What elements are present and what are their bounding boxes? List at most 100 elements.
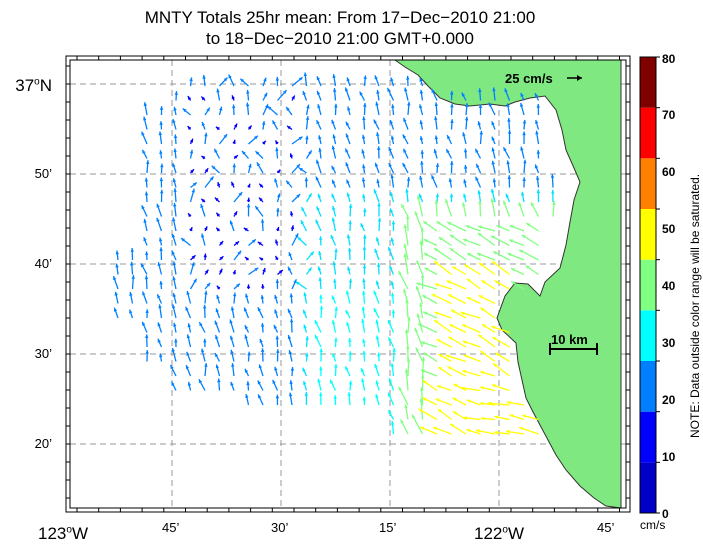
current-vector-head (376, 179, 380, 184)
current-vector-head (362, 278, 366, 283)
current-vector-head (390, 421, 395, 425)
current-vector (487, 402, 510, 406)
current-vector-head (172, 119, 176, 124)
current-vector-head (503, 147, 507, 152)
current-vector-head (373, 290, 377, 295)
current-vector-head (419, 398, 423, 402)
current-vector-head (319, 236, 323, 240)
current-vector-head (257, 380, 261, 385)
current-vector-head (303, 381, 307, 385)
current-vector-head (348, 351, 352, 355)
current-vector-head (506, 401, 511, 405)
current-vector-head (219, 256, 224, 260)
current-vector-head (363, 208, 367, 212)
colorbar-segment (640, 158, 656, 209)
current-vector-head (275, 140, 279, 145)
current-vector-head (361, 306, 366, 311)
current-vector-head (291, 95, 295, 100)
current-vector-head (156, 203, 160, 208)
current-vector-head (390, 135, 395, 140)
current-vector-head (424, 267, 429, 271)
current-vector-head (254, 267, 259, 272)
current-vector-head (423, 352, 428, 357)
current-vector-head (319, 392, 323, 396)
current-vector-head (478, 334, 483, 339)
current-vector-head (520, 146, 524, 151)
current-vector-head (388, 163, 392, 168)
colorbar-segment (640, 361, 656, 412)
current-vector-head (216, 227, 220, 232)
current-vector-head (437, 409, 442, 413)
current-vector-head (389, 208, 394, 213)
current-vector-head (362, 164, 366, 169)
current-vector-head (347, 247, 352, 252)
current-vector-head (412, 414, 416, 419)
current-vector (433, 260, 452, 276)
current-vector-head (438, 367, 443, 371)
colorbar-segment (640, 462, 656, 513)
current-vector-head (308, 150, 312, 155)
current-vector-head (509, 239, 514, 243)
current-vector-head (421, 374, 425, 379)
current-vector-head (185, 306, 189, 311)
current-vector-head (204, 226, 208, 231)
current-vector-head (260, 348, 265, 352)
current-vector-head (130, 248, 134, 252)
current-vector-head (173, 188, 177, 192)
current-vector-head (507, 118, 511, 122)
current-vector-head (301, 207, 305, 212)
current-vector-head (348, 204, 353, 208)
current-vector-head (345, 133, 349, 138)
current-vector-head (331, 145, 336, 150)
colorbar-tick-0: 0 (662, 507, 669, 521)
current-vector-head (447, 366, 452, 370)
current-vector-head (466, 278, 471, 283)
current-vector-head (375, 280, 380, 285)
current-vector-head (215, 126, 220, 131)
current-vector-head (478, 295, 483, 299)
current-vector-head (319, 305, 324, 310)
current-vector-head (238, 192, 243, 196)
current-vector-head (406, 358, 411, 362)
current-vector-head (491, 136, 495, 141)
current-vector-head (289, 318, 294, 323)
current-vector-head (173, 322, 177, 327)
current-vector-head (115, 250, 119, 255)
current-vector-head (550, 174, 555, 178)
current-vector-head (259, 338, 263, 343)
current-vector-head (263, 92, 268, 97)
current-vector-head (144, 275, 149, 280)
current-vector-head (463, 416, 468, 420)
current-vector-head (346, 179, 350, 184)
current-vector-head (273, 324, 277, 329)
current-vector-head (375, 335, 380, 340)
current-vector-head (259, 257, 264, 261)
current-vector-head (158, 304, 162, 309)
current-vector-head (159, 106, 164, 110)
current-vector-head (520, 102, 524, 107)
current-vector-head (232, 270, 236, 274)
current-vector-head (361, 149, 365, 154)
current-vector-head (345, 310, 350, 315)
current-vector-head (145, 309, 149, 313)
current-vector-head (424, 253, 428, 257)
current-vector-head (346, 322, 350, 326)
current-vector-head (255, 151, 260, 155)
current-vector-head (436, 221, 441, 225)
current-vector-head (447, 135, 451, 140)
current-vector-head (289, 153, 294, 158)
current-vector-head (186, 334, 191, 339)
current-vector-head (190, 169, 194, 173)
current-vector-head (143, 102, 148, 107)
current-vector-head (518, 202, 522, 207)
current-vector-head (510, 268, 515, 272)
current-vector-head (434, 311, 439, 315)
current-vector-head (521, 191, 525, 196)
current-vector-head (494, 430, 498, 435)
current-vector-head (453, 384, 458, 388)
current-vector-head (363, 234, 367, 239)
current-vector-head (388, 247, 392, 251)
current-vector-head (141, 131, 145, 136)
current-vector-head (479, 262, 483, 267)
current-vector-head (189, 138, 193, 143)
